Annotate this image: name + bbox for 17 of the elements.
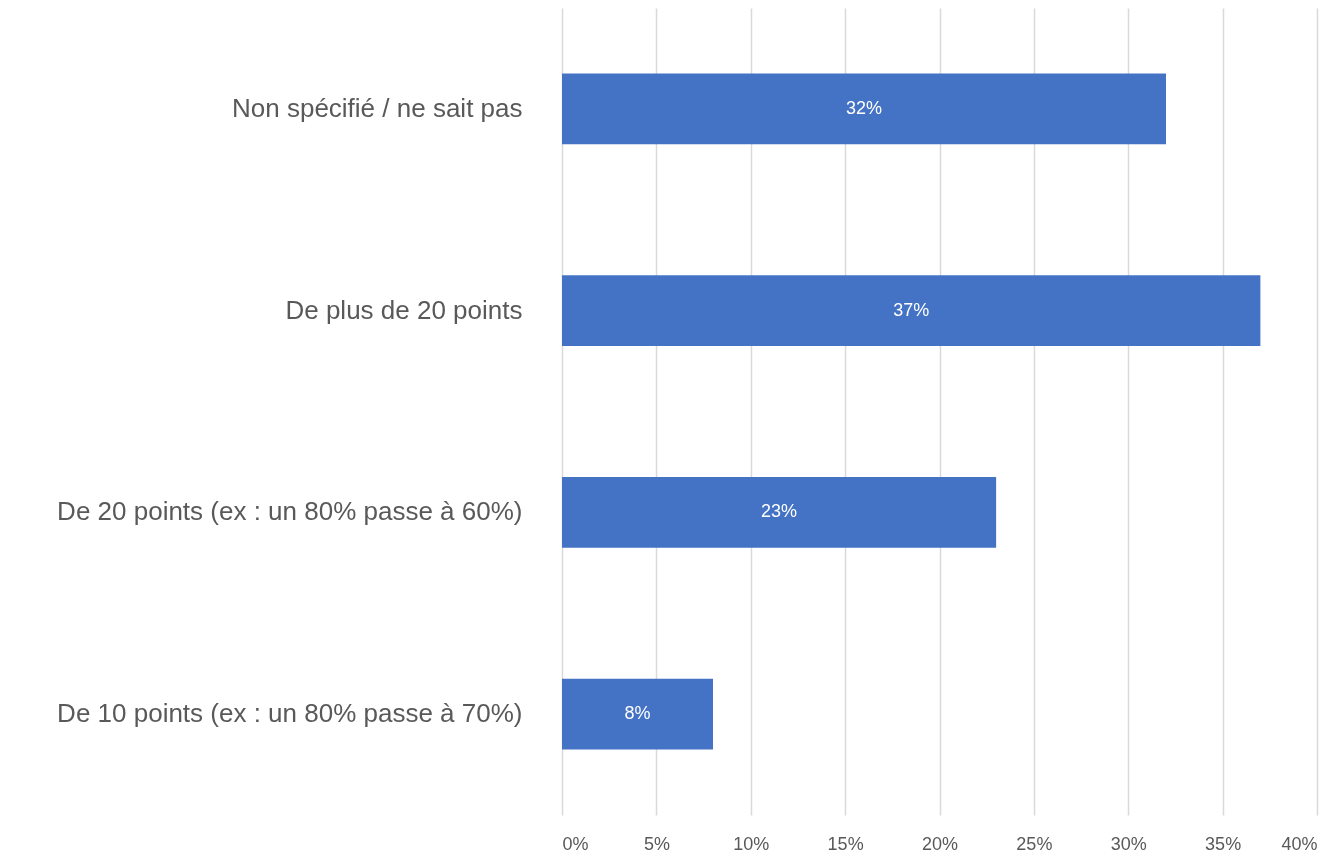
y-tick-label: De 10 points (ex : un 80% passe à 70%) [57,698,523,729]
y-tick-label: De 20 points (ex : un 80% passe à 60%) [57,496,523,527]
x-tick-label: 15% [827,833,864,854]
y-tick-label: Non spécifié / ne sait pas [232,92,523,123]
data-label: 37% [893,299,930,320]
x-tick-label: 5% [643,833,670,854]
x-tick-label: 20% [921,833,959,854]
x-tick-label: 25% [1016,833,1053,854]
x-tick-label: 40% [1281,833,1318,854]
y-tick-label: De plus de 20 points [285,294,523,325]
data-label: 23% [761,501,798,522]
x-tick-label: 30% [1110,833,1147,854]
data-label: 32% [845,97,883,118]
x-tick-label: 0% [562,833,589,854]
data-label: 8% [624,703,651,724]
x-tick-label: 35% [1205,833,1242,854]
x-tick-label: 10% [733,833,770,854]
